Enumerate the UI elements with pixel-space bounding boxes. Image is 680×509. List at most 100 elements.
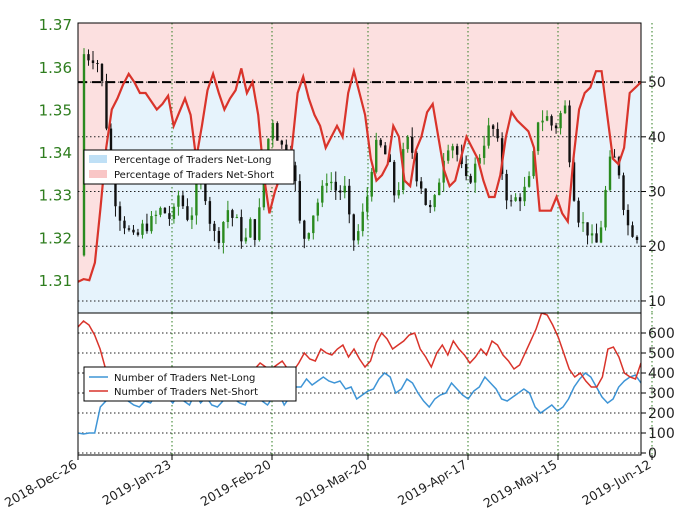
candle-body <box>375 139 378 172</box>
candle-body <box>87 54 90 61</box>
right-axis-ticks: 10 20 30 40 50 <box>641 75 666 310</box>
candle-body <box>370 171 373 197</box>
candle-body <box>613 156 616 158</box>
right-tick-label: 40 <box>648 130 666 146</box>
candle-body <box>536 122 540 152</box>
net-short-percentage-line <box>78 66 641 283</box>
x-axis-date-ticks: 2018-Dec-26 2019-Jan-23 2019-Feb-20 2019-Ma… <box>2 455 654 509</box>
candle-body <box>631 225 634 237</box>
candle-body <box>384 145 387 155</box>
candle-body <box>213 223 216 231</box>
candle-body <box>208 201 212 224</box>
candle-body <box>114 167 117 207</box>
candle-body <box>294 165 297 182</box>
candle-body <box>100 63 104 81</box>
bottom-tick-label: 100 <box>648 426 675 442</box>
candle-body <box>316 202 319 216</box>
candle-body <box>145 223 149 232</box>
candle-body <box>469 175 472 183</box>
candle-body <box>226 210 230 223</box>
candle-body <box>181 195 185 207</box>
bottom-tick-label: 0 <box>648 446 657 462</box>
candle-body <box>330 181 333 184</box>
candle-body <box>635 236 639 240</box>
candle-body <box>559 113 562 129</box>
candle-body <box>357 231 360 241</box>
x-tick-label: 2019-Feb-20 <box>198 457 274 509</box>
right-tick-label: 50 <box>648 75 666 91</box>
candle-body <box>451 146 454 151</box>
bottom-tick-label: 600 <box>648 326 675 342</box>
bottom-tick-label: 500 <box>648 346 675 362</box>
left-tick-label: 1.31 <box>39 272 72 290</box>
candle-body <box>262 176 266 208</box>
left-tick-label: 1.36 <box>39 59 72 77</box>
candle-body <box>352 214 355 241</box>
x-tick-label: 2019-Jan-23 <box>100 457 174 508</box>
candle-body <box>568 105 571 163</box>
candle-body <box>303 220 306 239</box>
candle-body <box>577 200 580 223</box>
candle-body <box>541 120 544 123</box>
bottom-gridlines <box>78 313 653 455</box>
legend-swatch-net-long <box>89 155 107 163</box>
candle-body <box>393 161 396 196</box>
candle-body <box>348 185 351 215</box>
candle-body <box>626 209 630 226</box>
candle-body <box>473 163 477 183</box>
left-tick-label: 1.32 <box>39 229 72 247</box>
candle-body <box>622 175 625 210</box>
candle-body <box>163 207 167 214</box>
candle-body <box>132 229 135 233</box>
candle-body <box>388 154 391 162</box>
candle-body <box>222 222 225 243</box>
candle-body <box>168 213 171 219</box>
candle-body <box>406 136 409 150</box>
candle-body <box>159 207 162 215</box>
candle-body <box>235 217 239 219</box>
candle-body <box>127 228 131 230</box>
candle-body <box>118 206 122 221</box>
candle-body <box>411 136 414 153</box>
candle-body <box>550 116 553 126</box>
candle-body <box>136 232 140 235</box>
candle-body <box>366 196 369 212</box>
candle-body <box>491 125 495 129</box>
bottom-panel-frame <box>77 312 642 456</box>
candle-body <box>608 156 612 190</box>
candle-body <box>334 181 337 191</box>
candle-body <box>154 214 158 217</box>
candle-body <box>415 152 418 182</box>
candle-body <box>253 219 257 240</box>
x-tick-label: 2018-Dec-26 <box>2 457 80 509</box>
candle-body <box>321 185 324 203</box>
bottom-tick-label: 200 <box>648 406 675 422</box>
candle-body <box>532 151 535 177</box>
candle-body <box>195 183 198 216</box>
candle-body <box>379 139 382 146</box>
candle-body <box>545 116 549 121</box>
candle-body <box>258 207 261 240</box>
candle-body <box>617 157 621 176</box>
candle-body <box>518 197 522 202</box>
candle-body <box>478 157 481 164</box>
x-tick-label: 2019-Jun-12 <box>579 457 653 508</box>
candle-body <box>172 206 176 219</box>
candle-body <box>509 200 513 202</box>
net-long-fill <box>78 68 641 313</box>
candle-body <box>339 190 342 193</box>
candle-body <box>276 123 279 141</box>
candle-body <box>563 105 567 114</box>
candle-body <box>586 222 589 236</box>
candle-body <box>96 63 99 65</box>
right-tick-label: 20 <box>648 239 666 255</box>
net-long-count-line <box>78 372 641 435</box>
legend-label-count-short: Number of Traders Net-Short <box>114 387 258 398</box>
x-tick-label: 2019-Apr-17 <box>395 457 469 509</box>
right-tick-label: 30 <box>648 185 666 201</box>
candle-body <box>599 227 603 243</box>
candle-body <box>186 206 189 220</box>
candle-body <box>523 186 526 202</box>
candle-body <box>244 237 248 242</box>
